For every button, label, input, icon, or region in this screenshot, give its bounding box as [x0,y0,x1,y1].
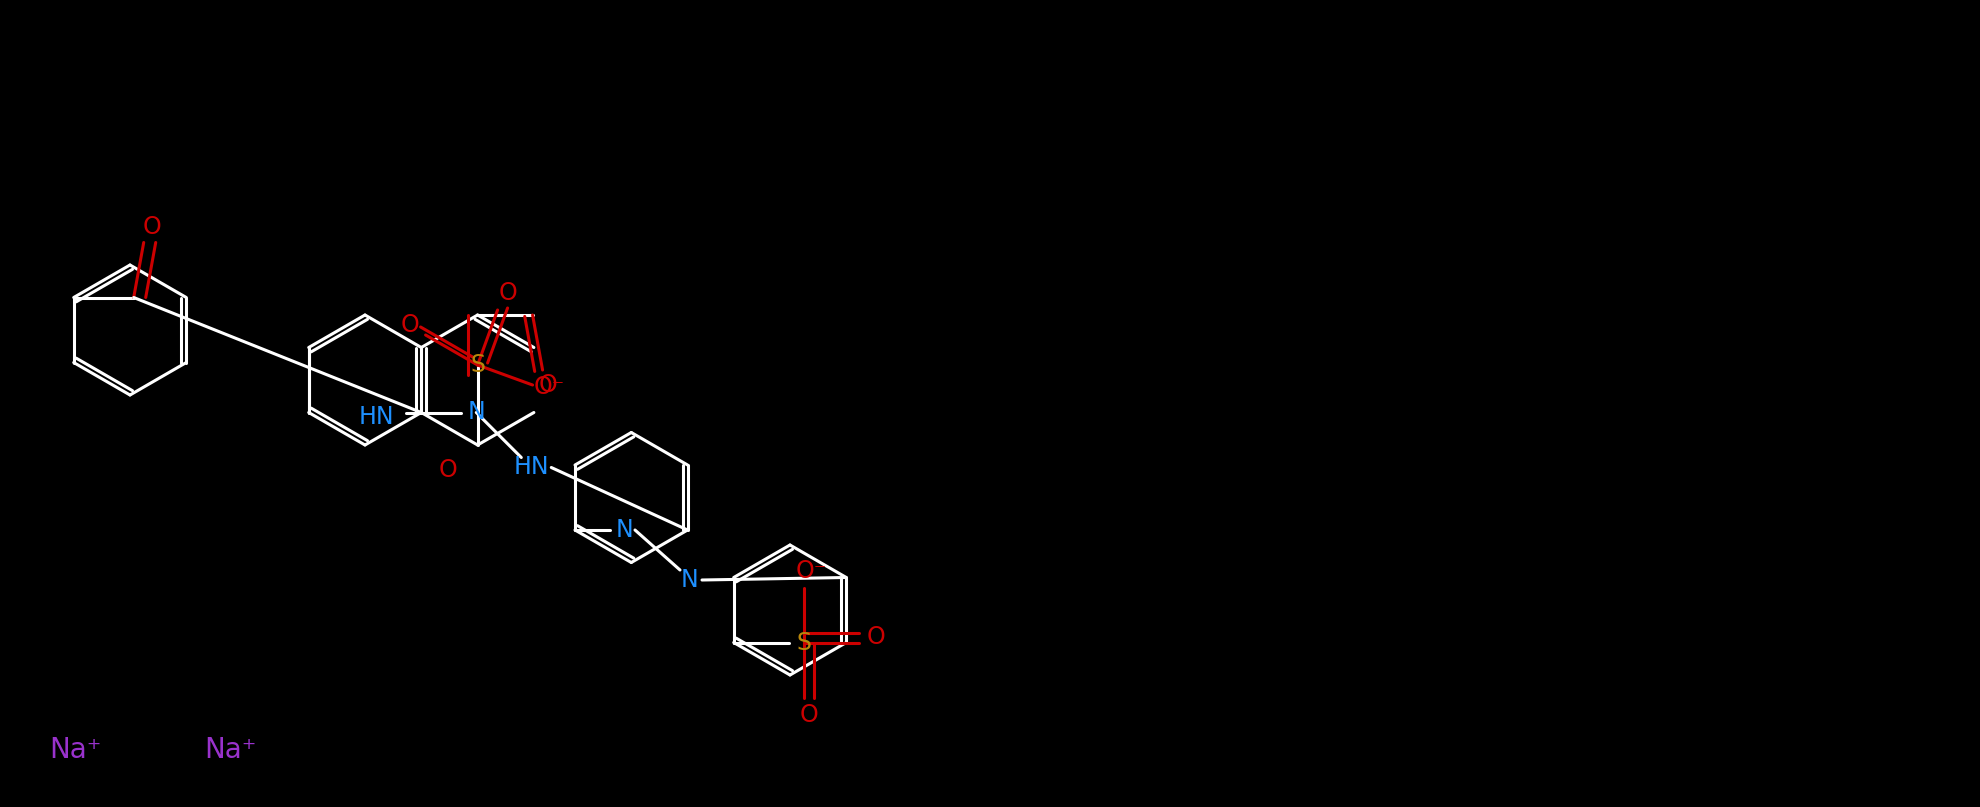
Text: N: N [467,400,485,424]
Text: S: S [796,630,810,654]
Text: O: O [798,703,818,726]
Text: Na⁺: Na⁺ [204,736,255,764]
Text: O: O [438,458,457,482]
Text: O: O [400,313,418,337]
Text: O: O [865,625,885,650]
Text: O⁻: O⁻ [535,375,564,399]
Text: HN: HN [358,405,394,429]
Text: O: O [497,281,517,305]
Text: O⁻: O⁻ [796,558,828,583]
Text: O: O [539,373,556,397]
Text: HN: HN [513,455,548,479]
Text: Na⁺: Na⁺ [50,736,101,764]
Text: N: N [616,518,634,542]
Text: N: N [681,568,699,592]
Text: O: O [143,215,160,240]
Text: S: S [469,353,485,377]
